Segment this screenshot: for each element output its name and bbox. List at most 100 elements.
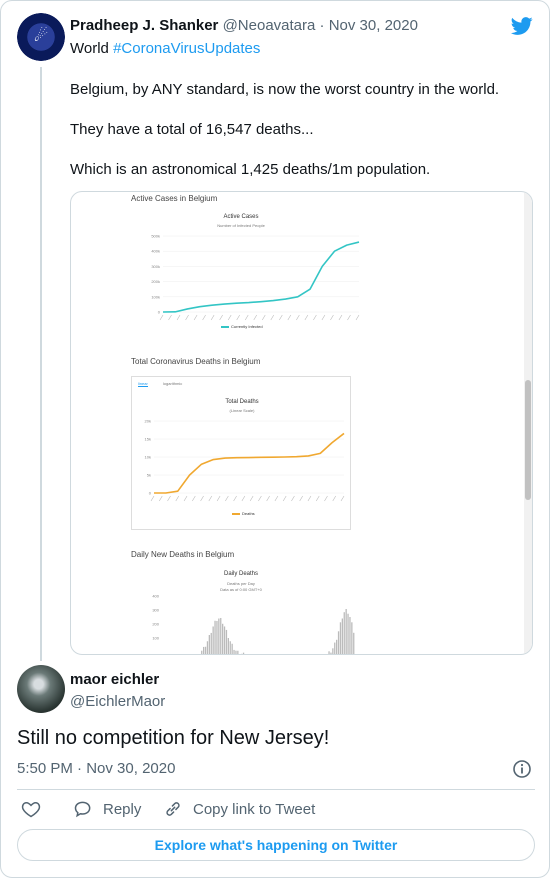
info-icon[interactable] bbox=[512, 759, 532, 779]
x-tick-label bbox=[287, 314, 292, 321]
x-tick-label bbox=[299, 495, 303, 502]
x-tick-label bbox=[236, 314, 240, 321]
daily-death-bar bbox=[222, 623, 224, 654]
daily-death-bar bbox=[227, 638, 229, 654]
daily-death-bar bbox=[332, 648, 334, 654]
x-tick-label bbox=[274, 495, 279, 502]
hashtag-link[interactable]: #CoronaVirusUpdates bbox=[113, 40, 261, 57]
author-handle[interactable]: @Neoavatara bbox=[222, 17, 316, 34]
x-tick-label bbox=[183, 495, 188, 502]
daily-death-bar bbox=[231, 643, 233, 654]
daily-death-bar bbox=[328, 651, 330, 654]
y-tick-label: 400k bbox=[151, 249, 160, 254]
active-cases-line bbox=[162, 241, 360, 313]
daily-death-bar bbox=[349, 617, 351, 654]
daily-death-bar bbox=[212, 626, 214, 654]
y-tick-label: 300 bbox=[152, 608, 159, 613]
reply-separator: · bbox=[72, 760, 87, 777]
daily-death-bar bbox=[336, 639, 338, 654]
reply-button[interactable]: Reply bbox=[73, 799, 141, 819]
x-tick-label bbox=[193, 314, 198, 321]
twitter-bird-icon[interactable] bbox=[510, 15, 534, 37]
reply-author-avatar[interactable] bbox=[17, 665, 65, 713]
reply-timestamp[interactable]: 5:50 PM · Nov 30, 2020 bbox=[17, 760, 175, 777]
x-tick-label bbox=[340, 495, 345, 502]
tweet-media-screenshot[interactable]: Active Cases in Belgium Active Cases Num… bbox=[70, 191, 533, 655]
media-scrollbar-thumb[interactable] bbox=[525, 380, 531, 500]
y-tick-label: 15k bbox=[145, 437, 151, 442]
y-tick-label: 200k bbox=[151, 279, 160, 284]
daily-death-bar bbox=[210, 632, 212, 654]
chart1-legend: Currently Infected bbox=[221, 324, 263, 329]
daily-death-bar bbox=[345, 609, 347, 654]
chart1-legend-label: Currently Infected bbox=[231, 324, 263, 329]
daily-death-bar bbox=[223, 626, 226, 654]
chart2-subtitle: (Linear Scale) bbox=[229, 408, 255, 413]
copy-link-label: Copy link to Tweet bbox=[193, 800, 316, 818]
x-tick-label bbox=[266, 495, 270, 502]
daily-death-bar bbox=[341, 618, 343, 654]
daily-death-bar bbox=[206, 641, 209, 654]
copy-link-button[interactable]: Copy link to Tweet bbox=[163, 799, 315, 819]
header-separator: · bbox=[315, 17, 329, 34]
x-tick-label bbox=[192, 495, 196, 502]
x-tick-label bbox=[315, 495, 320, 502]
x-tick-label bbox=[262, 314, 266, 321]
x-tick-label bbox=[249, 495, 254, 502]
y-tick-label: 400 bbox=[152, 594, 159, 599]
x-tick-label bbox=[279, 314, 283, 321]
daily-death-bar bbox=[208, 635, 210, 654]
daily-death-bar bbox=[235, 650, 237, 654]
x-tick-label bbox=[185, 314, 189, 321]
x-tick-label bbox=[208, 495, 213, 502]
x-tick-label bbox=[241, 495, 246, 502]
x-tick-label bbox=[258, 495, 262, 502]
x-tick-label bbox=[150, 495, 155, 502]
daily-death-bar bbox=[229, 641, 231, 654]
reply-label: Reply bbox=[103, 800, 142, 818]
x-tick-label bbox=[296, 314, 300, 321]
tweet-body: Belgium, by ANY standard, is now the wor… bbox=[70, 80, 530, 200]
tweet-paragraph: Which is an astronomical 1,425 deaths/1m… bbox=[70, 161, 431, 178]
reply-author-name[interactable]: maor eichler bbox=[70, 671, 160, 688]
x-tick-label bbox=[282, 495, 287, 502]
x-tick-label bbox=[175, 495, 180, 502]
tab-logarithmic[interactable]: logarithmic bbox=[162, 381, 183, 386]
daily-death-bar bbox=[351, 622, 353, 654]
y-tick-label: 300k bbox=[151, 264, 160, 269]
x-tick-label bbox=[313, 314, 317, 321]
media-scrollbar[interactable] bbox=[524, 192, 532, 654]
y-tick-label: 10k bbox=[145, 455, 151, 460]
active-cases-chart: 0 100k 200k 300k 400k 500k bbox=[151, 234, 360, 321]
x-tick-label bbox=[244, 314, 249, 321]
section-heading-daily-deaths: Daily New Deaths in Belgium bbox=[131, 550, 235, 559]
y-tick-label: 100k bbox=[151, 294, 160, 299]
total-deaths-chart: 0 5k 10k 15k 20k bbox=[145, 419, 345, 502]
tweet-paragraph: Belgium, by ANY standard, is now the wor… bbox=[70, 81, 500, 98]
reply-date[interactable]: Nov 30, 2020 bbox=[86, 760, 176, 777]
tweet-tag-line: World #CoronaVirusUpdates bbox=[70, 40, 260, 57]
chart3-subtitle-2: Data as of 0:00 GMT+0 bbox=[220, 587, 262, 592]
x-tick-label bbox=[321, 314, 326, 321]
tab-linear[interactable]: linear bbox=[138, 381, 148, 387]
reply-author-handle[interactable]: @EichlerMaor bbox=[70, 693, 166, 710]
daily-death-bar bbox=[233, 649, 235, 654]
like-button[interactable] bbox=[21, 799, 51, 819]
x-tick-label bbox=[200, 495, 204, 502]
daily-death-bar bbox=[220, 617, 222, 654]
x-tick-label bbox=[355, 314, 360, 321]
reply-time[interactable]: 5:50 PM bbox=[17, 760, 73, 777]
explore-twitter-button[interactable]: Explore what's happening on Twitter bbox=[17, 829, 535, 861]
tag-prefix: World bbox=[70, 40, 114, 57]
author-avatar[interactable]: ☄ bbox=[17, 13, 65, 61]
avatar-logo-icon: ☄ bbox=[33, 26, 49, 45]
chart2-title: Total Deaths bbox=[225, 399, 259, 405]
chart2-panel: linear logarithmic Total Deaths (Linear … bbox=[131, 376, 351, 530]
tweet-date[interactable]: Nov 30, 2020 bbox=[328, 17, 418, 34]
reply-bubble-icon bbox=[74, 801, 91, 818]
author-name[interactable]: Pradheep J. Shanker bbox=[70, 17, 219, 34]
x-tick-label bbox=[307, 495, 312, 502]
daily-death-bar bbox=[242, 652, 245, 654]
x-tick-label bbox=[219, 314, 223, 321]
